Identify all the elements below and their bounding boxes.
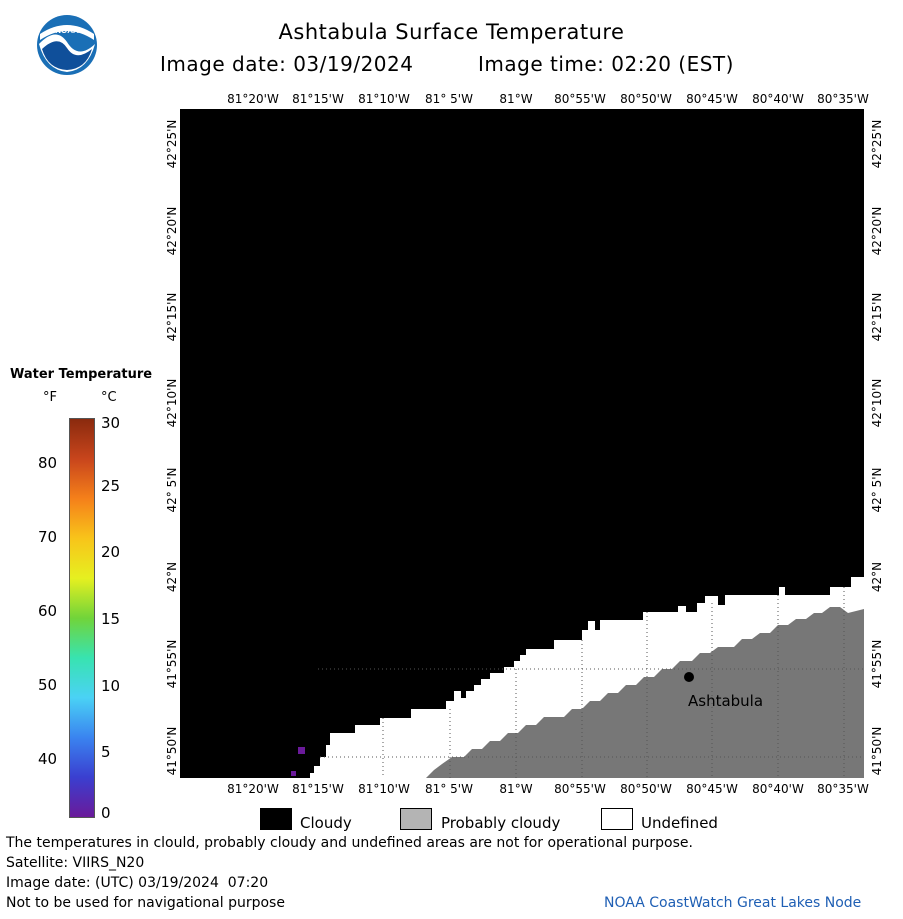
graticule — [318, 587, 864, 778]
temperature-pixel — [298, 747, 305, 754]
fahrenheit-tick-1: 70 — [38, 528, 58, 546]
latitude-right-tick-3: 42°10'N — [870, 378, 884, 428]
longitude-top-tick-0: 81°20'W — [227, 92, 279, 106]
image-date-label: Image date: 03/19/2024 — [160, 52, 414, 76]
key-label-1: Probably cloudy — [441, 814, 561, 832]
longitude-bottom-tick-1: 81°15'W — [292, 782, 344, 796]
longitude-bottom-tick-7: 80°45'W — [686, 782, 738, 796]
longitude-top-tick-4: 81°W — [499, 92, 533, 106]
key-label-0: Cloudy — [300, 814, 352, 832]
celsius-tick-5: 5 — [101, 743, 111, 761]
fahrenheit-tick-2: 60 — [38, 602, 58, 620]
latitude-right-tick-5: 42°N — [870, 561, 884, 593]
noaa-logo: NOAA — [36, 14, 98, 76]
city-marker — [684, 672, 694, 682]
latitude-left-tick-0: 42°25'N — [165, 119, 179, 169]
noaa-logo-text: NOAA — [55, 26, 79, 35]
legend-title: Water Temperature — [10, 367, 153, 382]
color-gradient — [70, 419, 94, 817]
disclaimer-text: The temperatures in clould, probably clo… — [6, 835, 693, 851]
longitude-top-tick-9: 80°35'W — [817, 92, 869, 106]
longitude-bottom-tick-0: 81°20'W — [227, 782, 279, 796]
legend-unit-f: °F — [43, 390, 57, 405]
longitude-top-tick-1: 81°15'W — [292, 92, 344, 106]
latitude-right-tick-7: 41°50'N — [870, 726, 884, 776]
temperature-pixel — [291, 771, 296, 776]
latitude-left-tick-6: 41°55'N — [165, 639, 179, 689]
longitude-top-tick-5: 80°55'W — [554, 92, 606, 106]
latitude-left-tick-1: 42°20'N — [165, 206, 179, 256]
legend-unit-c: °C — [101, 390, 117, 405]
celsius-tick-2: 20 — [101, 543, 121, 561]
key-swatch-1 — [400, 808, 432, 830]
latitude-left-tick-3: 42°10'N — [165, 378, 179, 428]
key-label-2: Undefined — [641, 814, 718, 832]
celsius-tick-4: 10 — [101, 677, 121, 695]
fahrenheit-tick-0: 80 — [38, 454, 58, 472]
longitude-top-tick-8: 80°40'W — [752, 92, 804, 106]
celsius-tick-6: 0 — [101, 804, 111, 822]
latitude-right-tick-1: 42°20'N — [870, 206, 884, 256]
latitude-left-tick-5: 42°N — [165, 561, 179, 593]
map-title: Ashtabula Surface Temperature — [278, 20, 625, 44]
celsius-tick-1: 25 — [101, 477, 121, 495]
fahrenheit-tick-3: 50 — [38, 676, 58, 694]
longitude-bottom-tick-6: 80°50'W — [620, 782, 672, 796]
longitude-bottom-tick-9: 80°35'W — [817, 782, 869, 796]
longitude-bottom-tick-8: 80°40'W — [752, 782, 804, 796]
latitude-right-tick-6: 41°55'N — [870, 639, 884, 689]
celsius-tick-0: 30 — [101, 414, 121, 432]
utc-date-text: Image date: (UTC) 03/19/2024 07:20 — [6, 875, 269, 891]
key-swatch-0 — [260, 808, 292, 830]
latitude-right-tick-0: 42°25'N — [870, 119, 884, 169]
temperature-color-bar — [69, 418, 95, 818]
latitude-left-tick-7: 41°50'N — [165, 726, 179, 776]
latitude-left-tick-4: 42° 5'N — [165, 467, 179, 513]
longitude-bottom-tick-4: 81°W — [499, 782, 533, 796]
longitude-bottom-tick-2: 81°10'W — [358, 782, 410, 796]
longitude-top-tick-3: 81° 5'W — [425, 92, 473, 106]
land-region — [426, 607, 864, 778]
longitude-top-tick-7: 80°45'W — [686, 92, 738, 106]
longitude-top-tick-6: 80°50'W — [620, 92, 672, 106]
longitude-bottom-tick-3: 81° 5'W — [425, 782, 473, 796]
longitude-top-tick-2: 81°10'W — [358, 92, 410, 106]
latitude-right-tick-4: 42° 5'N — [870, 467, 884, 513]
map-canvas: Ashtabula — [180, 109, 864, 778]
fahrenheit-tick-4: 40 — [38, 750, 58, 768]
celsius-tick-3: 15 — [101, 610, 121, 628]
map-area: Ashtabula — [180, 109, 864, 778]
key-swatch-2 — [601, 808, 633, 830]
latitude-left-tick-2: 42°15'N — [165, 292, 179, 342]
image-time-label: Image time: 02:20 (EST) — [478, 52, 734, 76]
navigation-warning: Not to be used for navigational purpose — [6, 895, 285, 911]
noaa-logo-icon: NOAA — [37, 15, 97, 75]
latitude-right-tick-2: 42°15'N — [870, 292, 884, 342]
satellite-text: Satellite: VIIRS_N20 — [6, 855, 145, 871]
city-label: Ashtabula — [688, 692, 763, 710]
longitude-bottom-tick-5: 80°55'W — [554, 782, 606, 796]
credit-text: NOAA CoastWatch Great Lakes Node — [604, 895, 862, 911]
